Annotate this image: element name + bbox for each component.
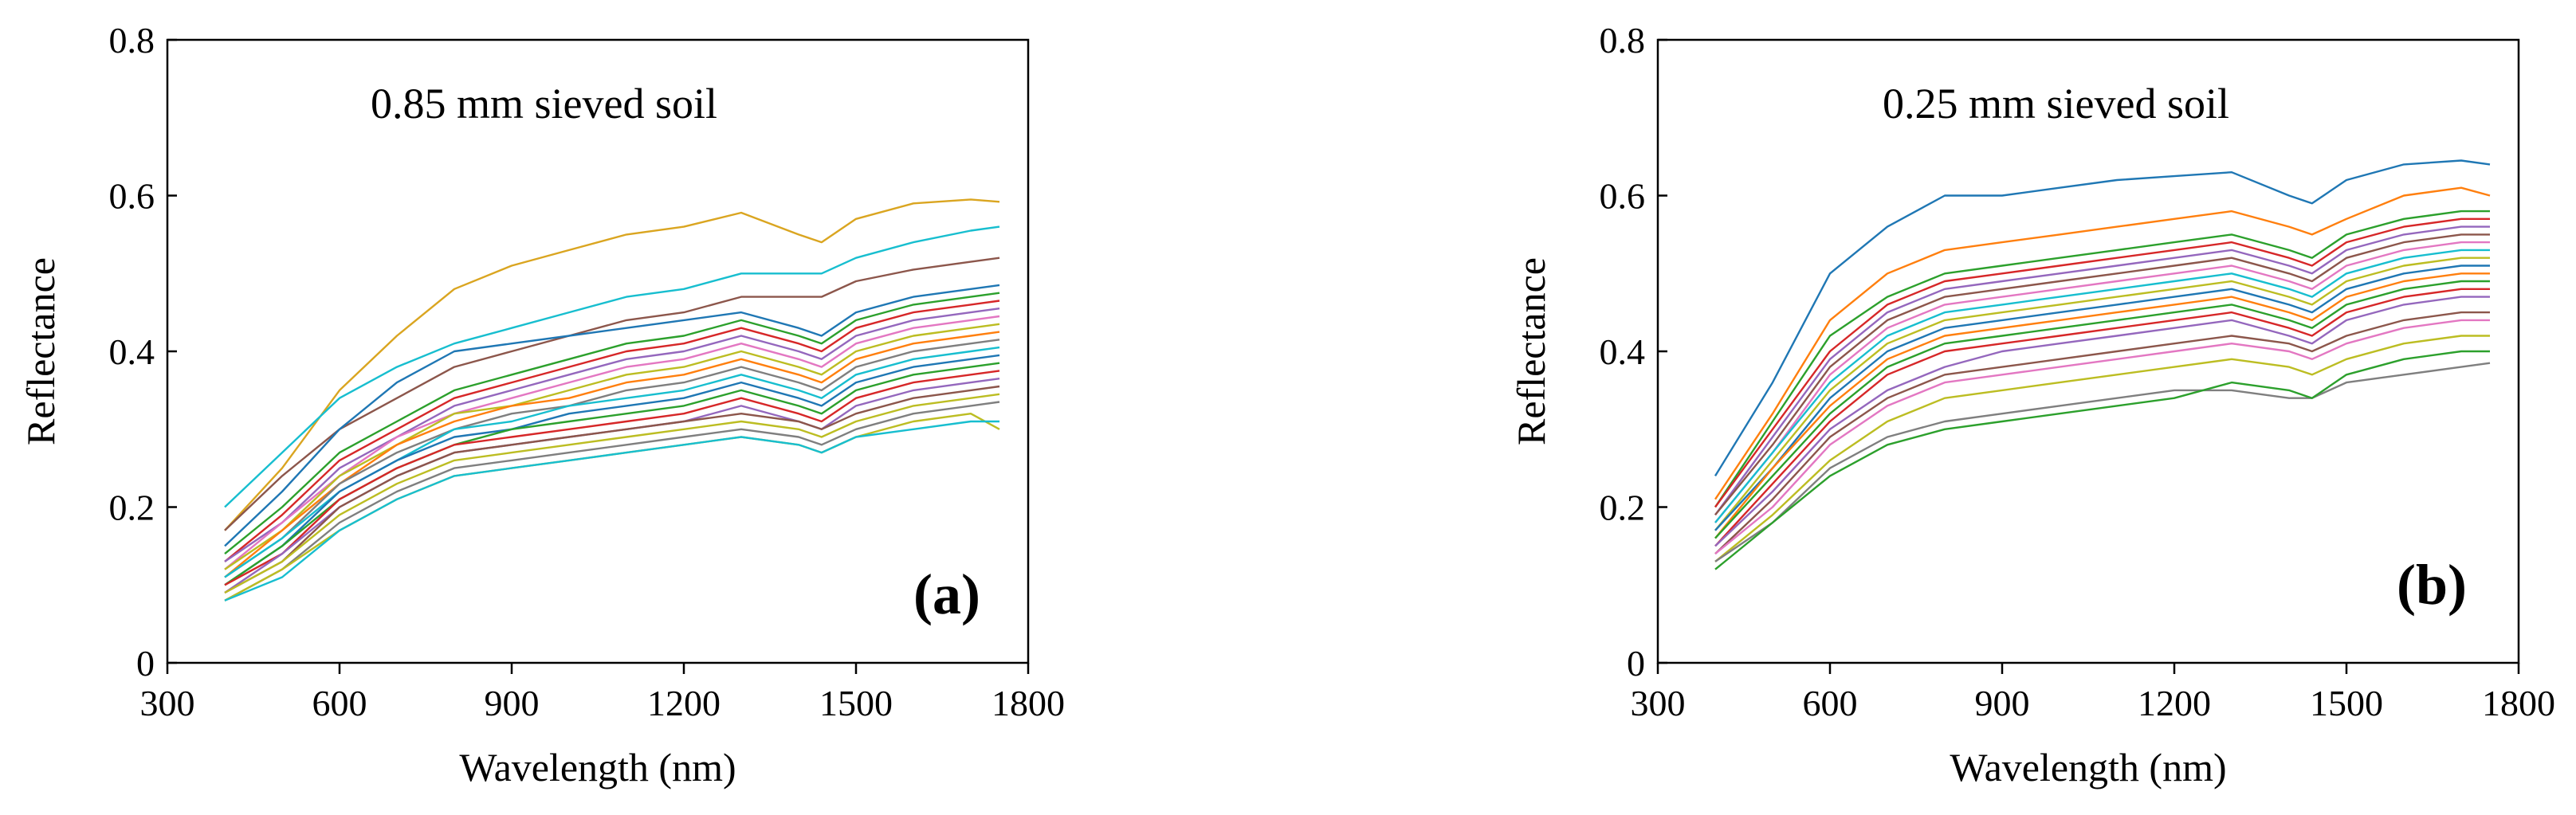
series-line-a-14: [224, 370, 1000, 586]
y-tick-label-a-3: 0.6: [109, 176, 155, 217]
series-line-b-16: [1714, 335, 2490, 562]
series-line-b-9: [1714, 264, 2490, 531]
series-line-b-13: [1714, 296, 2490, 547]
panel-label-a: (a): [913, 562, 980, 626]
x-tick-label-b-2: 900: [1975, 683, 2030, 723]
x-tick-label-b-1: 600: [1803, 683, 1858, 723]
y-tick-label-a-2: 0.4: [109, 331, 155, 372]
y-tick-label-a-4: 0.8: [109, 20, 155, 61]
series-line-a-8: [224, 323, 1000, 570]
x-tick-label-a-2: 900: [485, 683, 540, 723]
chart-lines-a: [224, 198, 1000, 601]
annotation-a: 0.85 mm sieved soil: [371, 80, 717, 127]
series-line-a-18: [224, 401, 1000, 601]
series-line-b-15: [1714, 319, 2490, 555]
series-line-a-3: [224, 284, 1000, 547]
x-axis-title-b: Wavelength (nm): [1950, 745, 2226, 790]
x-tick-label-a-3: 1200: [647, 683, 721, 723]
series-line-a-15: [224, 378, 1000, 594]
y-axis-title-b: Reflectance: [1509, 257, 1553, 445]
y-tick-label-a-1: 0.2: [109, 488, 155, 528]
y-axis-title-a: Reflectance: [18, 257, 63, 445]
x-tick-label-a-0: 300: [140, 683, 195, 723]
series-line-a-6: [224, 308, 1000, 562]
series-line-b-5: [1714, 233, 2490, 516]
x-tick-label-a-1: 600: [312, 683, 367, 723]
series-line-a-9: [224, 331, 1000, 578]
chart-lines-b: [1714, 159, 2491, 570]
series-line-b-8: [1714, 257, 2490, 531]
x-tick-label-b-3: 1200: [2138, 683, 2211, 723]
series-line-a-12: [224, 354, 1000, 586]
y-ticks-a: 0 0.2 0.4 0.6 0.8: [109, 20, 177, 684]
series-line-b-10: [1714, 272, 2490, 539]
series-line-a-17: [224, 393, 1000, 594]
series-line-b-3: [1714, 217, 2490, 508]
y-tick-label-b-2: 0.4: [1600, 331, 1646, 372]
series-line-b-12: [1714, 288, 2490, 547]
y-tick-label-b-3: 0.6: [1600, 176, 1646, 217]
y-tick-label-b-1: 0.2: [1600, 488, 1646, 528]
series-line-b-17: [1714, 362, 2491, 562]
annotation-b: 0.25 mm sieved soil: [1883, 80, 2229, 127]
series-line-a-2: [224, 257, 1000, 531]
series-line-b-18: [1714, 350, 2490, 570]
series-line-b-11: [1714, 280, 2490, 539]
chart-panel-a: 0 0.2 0.4 0.6 0.8 300 600 900 1200 1500 1800 0.85…: [18, 20, 1065, 790]
series-line-b-1: [1714, 186, 2491, 500]
x-ticks-a: 300 600 900 1200 1500 1800: [140, 663, 1065, 723]
series-line-a-20: [224, 420, 999, 601]
x-tick-label-b-4: 1500: [2310, 683, 2383, 723]
series-line-a-7: [224, 315, 1000, 570]
plot-frame-b: [1656, 38, 2520, 664]
series-line-a-5: [224, 300, 1000, 562]
series-line-b-14: [1714, 311, 2490, 554]
series-line-a-1: [224, 225, 1000, 508]
series-line-a-16: [224, 385, 1000, 594]
series-line-b-4: [1714, 225, 2490, 516]
series-line-a-0: [224, 198, 1000, 531]
series-line-b-7: [1714, 249, 2490, 523]
y-tick-label-b-0: 0: [1627, 643, 1645, 684]
y-ticks-b: 0 0.2 0.4 0.6 0.8: [1600, 20, 1667, 684]
x-tick-label-a-5: 1800: [992, 683, 1065, 723]
series-line-b-0: [1714, 159, 2491, 477]
series-line-a-10: [224, 339, 1000, 578]
series-line-b-6: [1714, 241, 2490, 523]
y-tick-label-b-4: 0.8: [1600, 20, 1646, 61]
series-line-a-4: [224, 292, 1000, 555]
x-ticks-b: 300 600 900 1200 1500 1800: [1631, 663, 2555, 723]
series-line-b-2: [1714, 210, 2490, 508]
x-tick-label-a-4: 1500: [819, 683, 893, 723]
x-tick-label-b-5: 1800: [2482, 683, 2555, 723]
x-axis-title-a: Wavelength (nm): [459, 745, 736, 790]
x-tick-label-b-0: 300: [1631, 683, 1686, 723]
y-tick-label-a-0: 0: [136, 643, 155, 684]
panel-label-b: (b): [2397, 553, 2467, 617]
chart-panel-b: 0 0.2 0.4 0.6 0.8 300 600 900 1200 1500 1800 0.25…: [1509, 20, 2555, 790]
